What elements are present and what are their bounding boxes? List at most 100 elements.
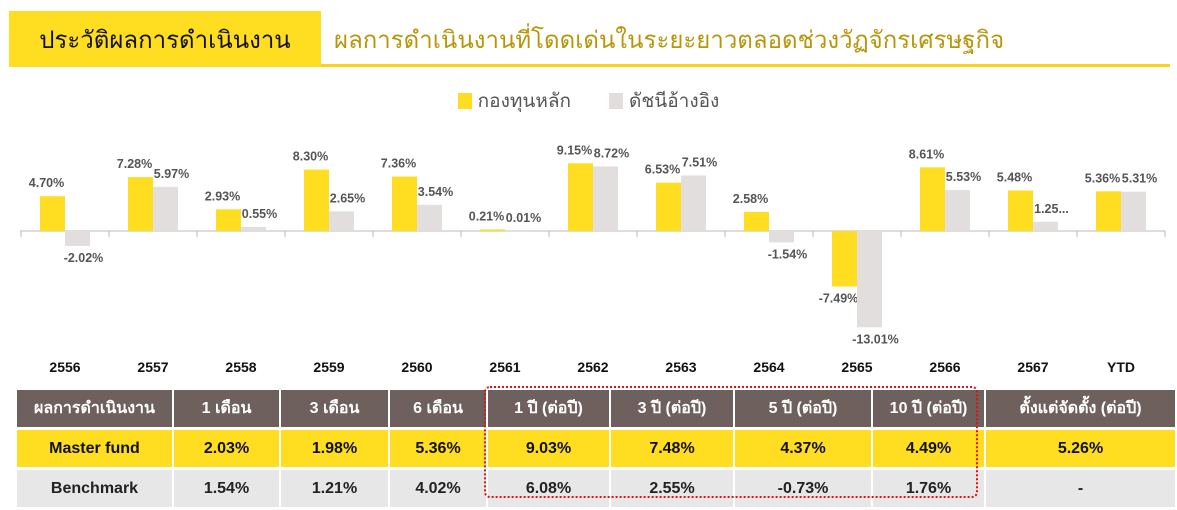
data-label: -2.02% [64, 251, 104, 265]
header-divider [321, 64, 1170, 67]
fund-bar [480, 229, 505, 231]
benchmark-bar [945, 190, 970, 231]
row-label: Benchmark [15, 470, 172, 507]
benchmark-bar [1033, 221, 1058, 231]
data-label: -1.54% [768, 247, 808, 261]
x-tick-label: 2564 [753, 359, 784, 375]
data-label: 5.31% [1122, 172, 1157, 186]
benchmark-bar [417, 204, 442, 231]
table-cell: 6.08% [486, 470, 609, 507]
data-label: 7.51% [682, 155, 717, 169]
table-row-benchmark: Benchmark 1.54% 1.21% 4.02% 6.08% 2.55% -0.73%… [15, 470, 1175, 507]
data-label: 8.30% [293, 150, 328, 164]
fund-bar [392, 176, 417, 231]
x-tick-label: 2560 [401, 359, 432, 375]
table-row-master-fund: Master fund 2.03% 1.98% 5.36% 9.03% 7.48% 4.37… [15, 430, 1175, 467]
benchmark-bar [1121, 191, 1146, 231]
table-cell: - [984, 470, 1175, 507]
fund-bar [1008, 190, 1033, 231]
data-label: 2.65% [330, 191, 365, 205]
x-tick-label: 2563 [665, 359, 696, 375]
benchmark-bar [505, 230, 530, 232]
data-label: 0.01% [506, 211, 541, 225]
data-label: 8.61% [909, 147, 944, 161]
fund-bar [656, 182, 681, 231]
data-label: 7.36% [381, 157, 416, 171]
data-label: 6.53% [645, 163, 680, 177]
fund-bar [920, 167, 945, 231]
column-header: 3 เดือน [279, 390, 388, 427]
table-cell: 4.02% [388, 470, 486, 507]
table-cell: -0.73% [733, 470, 871, 507]
x-tick-label: 2556 [49, 359, 80, 375]
fund-bar [744, 211, 769, 231]
data-label: 3.54% [418, 185, 453, 199]
table-cell: 5.26% [984, 430, 1175, 467]
benchmark-bar [329, 211, 354, 231]
data-label: 5.53% [946, 170, 981, 184]
highlight-annual-returns [484, 386, 978, 498]
data-label: 7.28% [117, 157, 152, 171]
bar-chart: 25564.70%-2.02%25577.28%5.97%25582.93%0.… [20, 143, 1166, 375]
chart-legend: กองทุนหลัก ดัชนีอ้างอิง [0, 86, 1177, 116]
legend-label: ดัชนีอ้างอิง [629, 91, 720, 112]
data-label: -7.49% [819, 291, 859, 305]
fund-bar [128, 177, 153, 231]
benchmark-bar [241, 226, 266, 231]
data-label: 1.25... [1034, 202, 1069, 216]
table-cell: 2.03% [172, 430, 279, 467]
performance-table: ผลการดำเนินงาน 1 เดือน 3 เดือน 6 เดือน 1 ปี … [15, 387, 1175, 510]
table-cell: 1.98% [279, 430, 388, 467]
legend-item-fund: กองทุนหลัก [457, 86, 572, 116]
benchmark-bar [769, 231, 794, 243]
x-tick-label: 2561 [489, 359, 520, 375]
x-tick-label: 2565 [841, 359, 872, 375]
table-cell: 2.55% [609, 470, 733, 507]
column-header: 5 ปี (ต่อปี) [733, 390, 871, 427]
legend-swatch [457, 93, 472, 109]
column-header: ตั้งแต่จัดตั้ง (ต่อปี) [984, 390, 1175, 427]
table-cell: 7.48% [609, 430, 733, 467]
benchmark-bar [65, 231, 90, 246]
fund-bar [832, 231, 857, 287]
fund-bar [568, 163, 593, 231]
data-label: 0.21% [469, 209, 504, 223]
section-title: ประวัติผลการดำเนินงาน [9, 11, 321, 67]
benchmark-bar [593, 166, 618, 231]
table-cell: 5.36% [388, 430, 486, 467]
table-cell: 1.21% [279, 470, 388, 507]
data-label: 5.48% [997, 170, 1032, 184]
column-header: 1 ปี (ต่อปี) [486, 390, 609, 427]
table-cell: 4.49% [871, 430, 984, 467]
x-tick-label: 2559 [313, 359, 344, 375]
table-cell: 4.37% [733, 430, 871, 467]
fund-bar [216, 209, 241, 231]
data-label: 8.72% [594, 146, 629, 160]
data-label: 4.70% [29, 176, 64, 190]
row-label: Master fund [15, 430, 172, 467]
benchmark-bar [857, 231, 882, 328]
table-cell: 9.03% [486, 430, 609, 467]
legend-label: กองทุนหลัก [477, 91, 572, 112]
fund-bar [304, 169, 329, 231]
x-tick-label: YTD [1107, 359, 1135, 375]
fund-bar [40, 196, 65, 231]
section-subtitle: ผลการดำเนินงานที่โดดเด่นในระยะยาวตลอดช่ว… [334, 27, 1005, 54]
column-header: 6 เดือน [388, 390, 486, 427]
data-label: 5.36% [1085, 171, 1120, 185]
fund-bar [1096, 191, 1121, 231]
table-cell: 1.54% [172, 470, 279, 507]
x-tick-label: 2562 [577, 359, 608, 375]
legend-swatch [609, 93, 624, 109]
data-label: 9.15% [557, 143, 592, 157]
table-header-row: ผลการดำเนินงาน 1 เดือน 3 เดือน 6 เดือน 1 ปี … [15, 390, 1175, 427]
legend-item-benchmark: ดัชนีอ้างอิง [609, 86, 719, 116]
x-tick-label: 2567 [1017, 359, 1048, 375]
column-header: ผลการดำเนินงาน [15, 390, 172, 427]
column-header: 1 เดือน [172, 390, 279, 427]
data-label: 2.58% [733, 192, 768, 206]
x-tick-label: 2557 [137, 359, 168, 375]
benchmark-bar [681, 175, 706, 231]
data-label: -13.01% [852, 332, 899, 346]
data-label: 0.55% [242, 207, 277, 221]
